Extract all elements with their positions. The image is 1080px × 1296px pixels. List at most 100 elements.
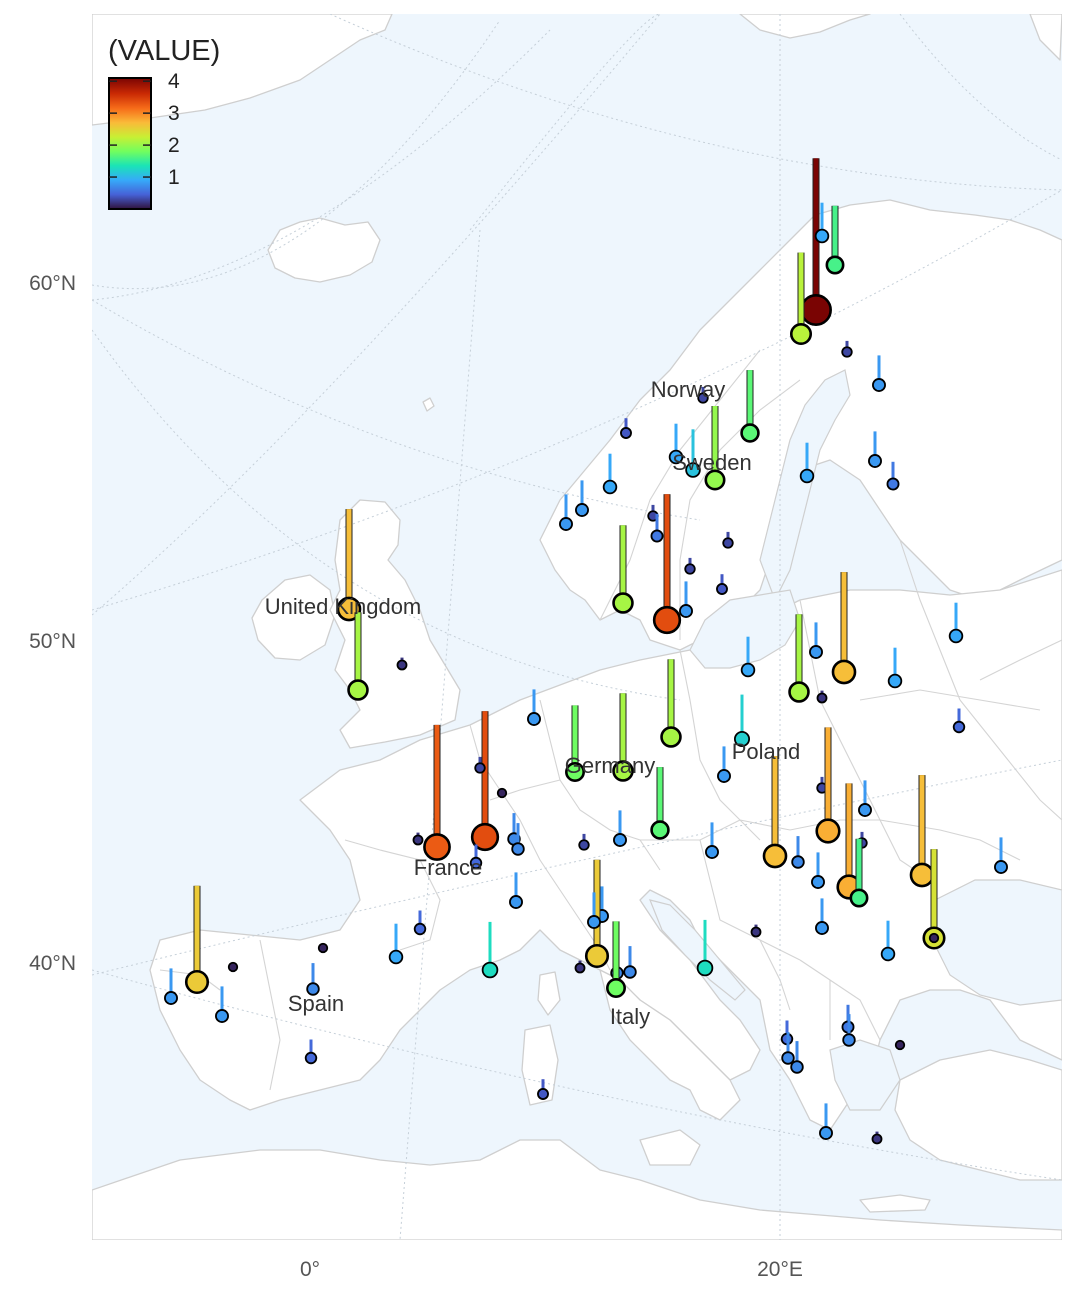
data-point-marker bbox=[722, 537, 734, 549]
data-point-marker bbox=[952, 720, 966, 734]
data-stem bbox=[346, 509, 352, 609]
data-point-marker bbox=[623, 965, 637, 979]
data-point bbox=[871, 1131, 883, 1145]
data-point bbox=[791, 836, 805, 869]
data-point bbox=[620, 418, 632, 439]
data-point bbox=[831, 572, 857, 685]
data-point bbox=[788, 614, 810, 703]
data-point-marker bbox=[740, 662, 756, 678]
data-point bbox=[612, 693, 634, 782]
data-point-marker bbox=[496, 787, 508, 799]
data-point bbox=[652, 494, 682, 635]
data-point bbox=[574, 960, 586, 974]
data-point bbox=[613, 810, 627, 847]
data-stem bbox=[825, 727, 831, 831]
data-stem bbox=[674, 423, 678, 457]
data-stem bbox=[668, 659, 674, 737]
data-stem bbox=[846, 783, 852, 887]
data-point-marker bbox=[815, 818, 841, 844]
data-point-marker bbox=[697, 392, 709, 404]
data-stem bbox=[805, 442, 809, 476]
data-stem bbox=[703, 919, 707, 968]
data-stem bbox=[841, 572, 847, 672]
data-point bbox=[994, 837, 1008, 874]
data-point bbox=[733, 694, 751, 748]
data-stem bbox=[418, 910, 422, 929]
data-point-marker bbox=[306, 982, 320, 996]
data-point bbox=[894, 1039, 906, 1051]
data-point-marker bbox=[423, 833, 451, 861]
data-point bbox=[809, 622, 823, 659]
data-point bbox=[799, 442, 815, 484]
data-point-marker bbox=[650, 529, 664, 543]
x-axis-label-20e: 20°E bbox=[757, 1258, 803, 1281]
data-point bbox=[412, 832, 424, 846]
data-point-marker bbox=[602, 479, 618, 495]
data-point bbox=[815, 727, 841, 844]
country-label-norway: Norway bbox=[651, 377, 726, 402]
data-point bbox=[650, 767, 670, 840]
data-point-marker bbox=[684, 563, 696, 575]
data-stem bbox=[856, 838, 862, 898]
data-point-marker bbox=[565, 762, 585, 782]
data-point bbox=[578, 833, 590, 851]
data-point bbox=[872, 355, 886, 392]
data-stem bbox=[999, 837, 1003, 867]
data-point bbox=[509, 872, 523, 909]
data-point bbox=[388, 923, 404, 965]
country-label-poland: Poland bbox=[732, 739, 801, 764]
data-point bbox=[304, 1039, 318, 1065]
data-point bbox=[612, 525, 634, 614]
data-point-marker bbox=[717, 769, 731, 783]
data-stem bbox=[798, 252, 804, 334]
country-label-spain: Spain bbox=[288, 991, 344, 1016]
data-point bbox=[740, 370, 760, 443]
data-point-marker bbox=[396, 659, 408, 671]
data-stem bbox=[847, 1014, 851, 1040]
data-point bbox=[819, 1103, 833, 1140]
data-point bbox=[928, 932, 940, 944]
data-stem bbox=[220, 986, 224, 1016]
data-point-marker bbox=[811, 875, 825, 889]
data-point bbox=[825, 205, 845, 275]
data-stem bbox=[618, 810, 622, 840]
data-stem bbox=[488, 921, 492, 970]
data-point bbox=[575, 480, 589, 517]
data-point-marker bbox=[994, 860, 1008, 874]
data-stem bbox=[608, 453, 612, 487]
data-point-marker bbox=[704, 469, 726, 491]
data-point bbox=[816, 690, 828, 704]
data-stem bbox=[816, 852, 820, 882]
data-point bbox=[717, 746, 731, 783]
adriatic-sea bbox=[649, 899, 746, 1001]
data-point bbox=[868, 431, 882, 468]
data-stem bbox=[394, 923, 398, 957]
legend: (VALUE) 4 3 2 1 bbox=[108, 35, 220, 210]
data-point-marker bbox=[831, 659, 857, 685]
data-point bbox=[511, 823, 525, 856]
data-point bbox=[413, 910, 427, 936]
country-label-france: France bbox=[414, 855, 482, 880]
data-point-marker bbox=[660, 726, 682, 748]
y-axis-label-50n: 50°N bbox=[29, 630, 76, 653]
data-point bbox=[317, 942, 329, 954]
legend-tick-label: 4 bbox=[168, 70, 180, 93]
data-stem bbox=[832, 205, 838, 265]
data-point bbox=[423, 724, 451, 861]
data-point-marker bbox=[815, 921, 829, 935]
data-stem bbox=[355, 612, 361, 690]
data-point-marker bbox=[620, 427, 632, 439]
data-stem bbox=[657, 767, 663, 830]
data-point-marker bbox=[511, 842, 525, 856]
data-point bbox=[716, 574, 728, 595]
data-point-marker bbox=[164, 991, 178, 1005]
data-point bbox=[814, 202, 830, 244]
data-stem bbox=[814, 622, 818, 652]
data-stem bbox=[482, 711, 488, 837]
ireland-land bbox=[251, 574, 336, 661]
data-point-marker bbox=[740, 423, 760, 443]
data-point bbox=[660, 659, 682, 748]
data-stem bbox=[746, 636, 750, 670]
data-point bbox=[559, 494, 573, 531]
data-point bbox=[750, 924, 762, 938]
